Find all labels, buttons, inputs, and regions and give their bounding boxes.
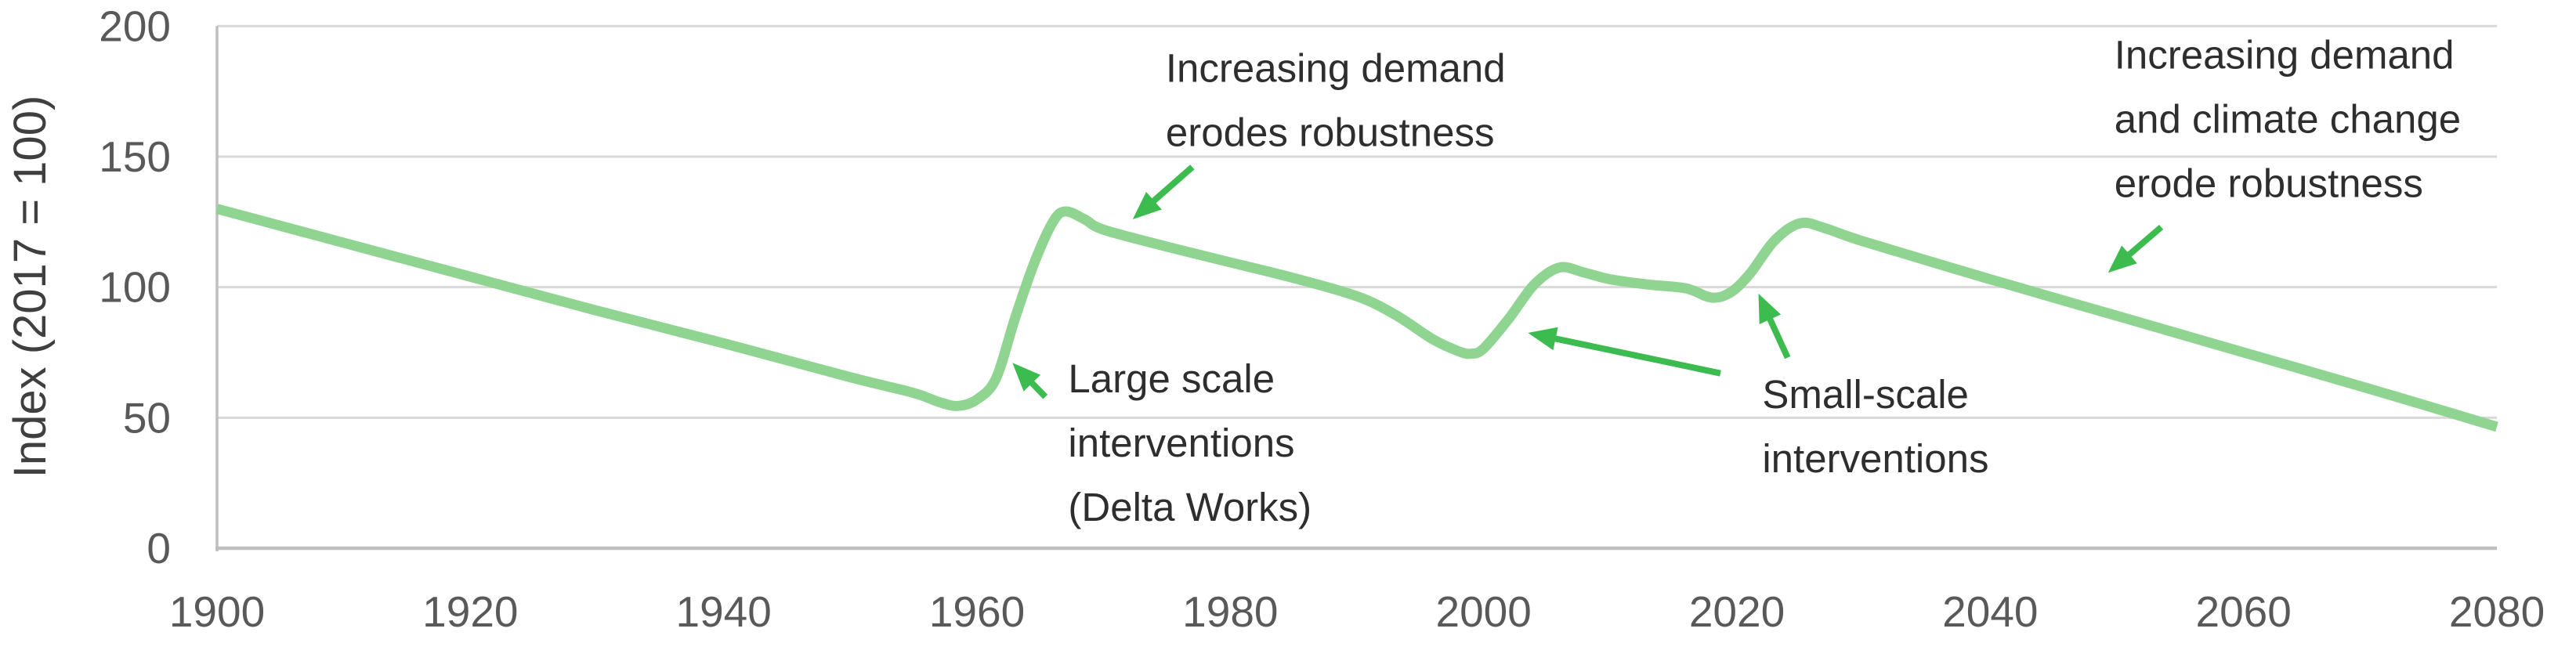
arrow-to-1960s-rise [1012, 363, 1048, 399]
annotation-small-scale-interventions: Small-scale interventions [1762, 372, 1988, 481]
x-tick-label-2060: 2060 [2195, 587, 2291, 636]
arrow-head-icon [1012, 363, 1041, 392]
y-tick-label-200: 200 [99, 2, 171, 50]
annotation-large-scale-interventions: Large scale interventions (Delta Works) [1068, 356, 1312, 529]
y-tick-label-100: 100 [99, 263, 171, 312]
arrow-shaft [1148, 164, 1195, 207]
series-line-flood-robustness-index [215, 204, 2498, 432]
arrow-shaft [1550, 334, 1721, 377]
y-axis-title: Index (2017 = 100) [5, 96, 56, 479]
arrow-shaft [2123, 224, 2164, 260]
y-tick-label-150: 150 [99, 132, 171, 181]
axes-group [215, 26, 2497, 551]
arrow-to-2003-rise [1528, 327, 1721, 377]
x-tick-label-2040: 2040 [1942, 587, 2038, 636]
x-axis-labels-group: 1900 1920 1940 1960 1980 2000 2020 2040 2060 2080 [169, 587, 2545, 636]
y-tick-label-0: 0 [147, 524, 171, 573]
arrow-head-icon [2107, 245, 2137, 273]
x-tick-label-1960: 1960 [929, 587, 1025, 636]
y-axis-labels-group: 0 50 100 150 200 [99, 2, 171, 573]
arrow-head-icon [1528, 327, 1558, 351]
annotation-increasing-demand-1960s: Increasing demand erodes robustness [1166, 45, 1506, 154]
annotations-group: Increasing demand erodes robustness Large … [1068, 33, 2461, 529]
arrow-head-icon [1132, 192, 1162, 219]
gridlines-group [217, 24, 2497, 419]
arrow-shaft [1765, 313, 1791, 359]
x-tick-label-2000: 2000 [1435, 587, 1531, 636]
x-tick-label-1920: 1920 [422, 587, 518, 636]
annotation-increasing-demand-climate-change: Increasing demand and climate change erode… [2115, 33, 2461, 206]
arrow-head-icon [1758, 294, 1782, 324]
x-tick-label-1980: 1980 [1182, 587, 1278, 636]
arrow-to-1970s-decline [1132, 164, 1195, 219]
arrow-to-2020-rise [1758, 294, 1791, 359]
annotation-arrows-group [1012, 164, 2164, 399]
x-tick-label-2020: 2020 [1689, 587, 1785, 636]
x-tick-label-2080: 2080 [2449, 587, 2545, 636]
arrow-to-2050-decline [2107, 224, 2164, 273]
x-tick-label-1940: 1940 [675, 587, 771, 636]
y-tick-label-50: 50 [123, 393, 171, 442]
x-tick-label-1900: 1900 [169, 587, 265, 636]
series-group [215, 204, 2498, 432]
